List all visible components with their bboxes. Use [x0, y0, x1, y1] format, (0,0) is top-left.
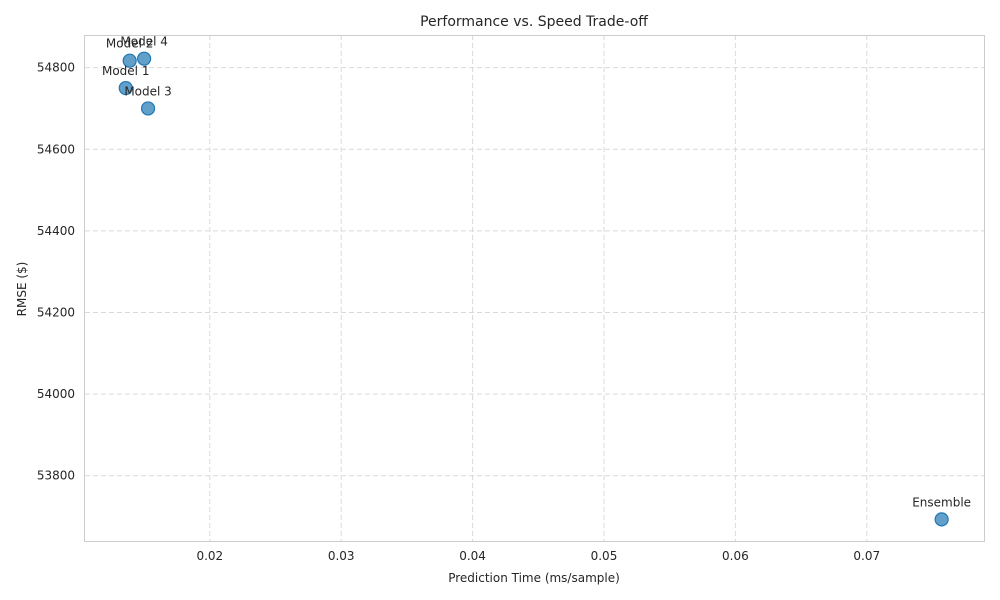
x-tick-label: 0.07 — [853, 549, 880, 563]
data-point — [118, 80, 133, 96]
x-tick-label: 0.03 — [328, 549, 355, 563]
data-point — [122, 53, 137, 68]
data-point — [934, 512, 949, 527]
y-tick-label: 54400 — [37, 224, 75, 238]
data-point-label: Ensemble — [912, 495, 971, 509]
tick-layer: 0.02 0.03 0.04 0.05 0.06 0.07 53800 54000 54200 5… — [37, 61, 880, 563]
x-tick-label: 0.05 — [591, 549, 618, 563]
data-point-label: Model 3 — [124, 84, 171, 98]
y-tick-label: 54000 — [37, 387, 75, 401]
data-point — [137, 51, 152, 66]
y-tick-label: 53800 — [37, 469, 75, 483]
y-tick-label: 54200 — [37, 305, 75, 319]
chart-title: Performance vs. Speed Trade-off — [420, 14, 648, 30]
data-point-label: Model 4 — [120, 35, 167, 49]
point-layer — [118, 51, 949, 527]
y-tick-label: 54800 — [37, 61, 75, 75]
x-tick-label: 0.04 — [459, 549, 486, 563]
plot-frame — [84, 35, 985, 542]
data-point-label: Model 2 — [106, 37, 153, 51]
x-tick-label: 0.02 — [196, 549, 223, 563]
y-axis-label: RMSE ($) — [15, 262, 29, 317]
grid-layer — [85, 35, 985, 541]
x-axis-label: Prediction Time (ms/sample) — [448, 571, 620, 585]
x-tick-label: 0.06 — [722, 549, 749, 563]
point-label-layer: Model 1 Model 2 Model 3 Model 4 Ensemble — [102, 35, 971, 510]
y-tick-label: 54600 — [37, 142, 75, 156]
data-point-label: Model 1 — [102, 64, 149, 78]
data-point — [140, 101, 156, 116]
